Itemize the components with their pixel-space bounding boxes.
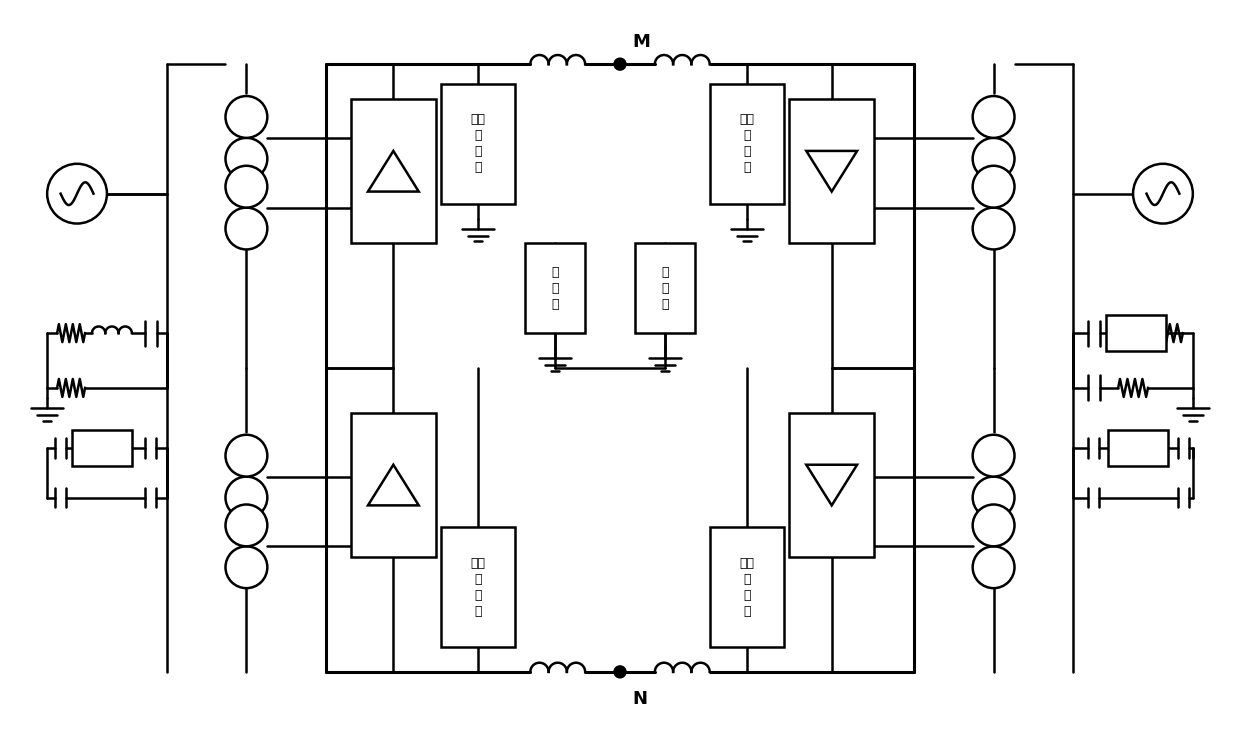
Text: 直流
滤
波
器: 直流 滤 波 器 (470, 114, 486, 174)
Circle shape (226, 207, 268, 249)
Circle shape (1133, 164, 1193, 224)
Text: 直流
滤
波
器: 直流 滤 波 器 (470, 556, 486, 618)
Bar (351, 99, 435, 244)
Bar (1106, 315, 1166, 351)
Circle shape (614, 58, 626, 70)
Circle shape (226, 138, 268, 180)
Circle shape (972, 207, 1014, 249)
Polygon shape (806, 151, 857, 192)
Bar (790, 99, 874, 244)
Bar (709, 528, 785, 647)
Circle shape (226, 477, 268, 518)
Circle shape (226, 96, 268, 138)
Circle shape (972, 477, 1014, 518)
Circle shape (614, 666, 626, 677)
Circle shape (226, 435, 268, 477)
Circle shape (972, 166, 1014, 207)
Text: N: N (632, 690, 647, 708)
Text: 直流
滤
波
器: 直流 滤 波 器 (739, 556, 754, 618)
Circle shape (47, 164, 107, 224)
Circle shape (226, 166, 268, 207)
Circle shape (972, 546, 1014, 588)
Text: M: M (632, 33, 650, 51)
Text: 直流
滤
波
器: 直流 滤 波 器 (739, 114, 754, 174)
Text: 接
地
极: 接 地 极 (661, 266, 668, 311)
Circle shape (972, 435, 1014, 477)
Circle shape (972, 96, 1014, 138)
Bar (440, 84, 516, 204)
Bar (709, 84, 785, 204)
Bar (1109, 430, 1168, 466)
Bar (72, 430, 131, 466)
Circle shape (972, 505, 1014, 546)
Bar (526, 244, 585, 333)
Bar (790, 413, 874, 557)
Bar (635, 244, 694, 333)
Circle shape (226, 505, 268, 546)
Bar (440, 528, 516, 647)
Circle shape (226, 546, 268, 588)
Polygon shape (368, 151, 419, 192)
Circle shape (972, 138, 1014, 180)
Polygon shape (368, 465, 419, 506)
Bar (351, 413, 435, 557)
Polygon shape (806, 465, 857, 506)
Text: 接
地
极: 接 地 极 (552, 266, 559, 311)
